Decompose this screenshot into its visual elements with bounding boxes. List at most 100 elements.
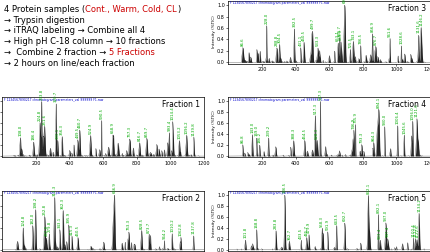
Text: 449.5: 449.5 bbox=[76, 127, 80, 138]
Text: 692.7: 692.7 bbox=[342, 210, 346, 221]
Text: 1053.2: 1053.2 bbox=[177, 125, 181, 139]
Text: 786.5: 786.5 bbox=[358, 33, 362, 44]
Text: 746.9: 746.9 bbox=[351, 117, 355, 129]
Text: 930.0: 930.0 bbox=[382, 114, 386, 125]
Text: →  Combine 2 fraction →: → Combine 2 fraction → bbox=[4, 48, 109, 57]
Text: 864.3: 864.3 bbox=[371, 130, 375, 141]
Text: → High pH C-18 column → 10 fractions: → High pH C-18 column → 10 fractions bbox=[4, 37, 165, 46]
Text: 816.7: 816.7 bbox=[137, 130, 141, 141]
Text: 362.7: 362.7 bbox=[287, 228, 291, 240]
Y-axis label: Intensity (%TIC): Intensity (%TIC) bbox=[211, 111, 215, 143]
Y-axis label: Intensity (%TIC): Intensity (%TIC) bbox=[211, 16, 215, 48]
Text: 903.4: 903.4 bbox=[378, 227, 381, 238]
Text: 320.7: 320.7 bbox=[54, 91, 58, 102]
Text: 591.9: 591.9 bbox=[325, 219, 329, 230]
Text: 1045.6: 1045.6 bbox=[401, 120, 405, 134]
Text: 336.5: 336.5 bbox=[282, 182, 286, 194]
Text: 873.7: 873.7 bbox=[147, 221, 151, 233]
Text: 169.0: 169.0 bbox=[254, 125, 258, 136]
Text: 757.3: 757.3 bbox=[127, 126, 131, 137]
Text: 1146.2: 1146.2 bbox=[418, 12, 422, 26]
Text: 388.3: 388.3 bbox=[291, 128, 295, 139]
Text: Cont., Warm, Cold, CL: Cont., Warm, Cold, CL bbox=[85, 5, 176, 14]
Text: 186.2: 186.2 bbox=[257, 132, 261, 143]
Text: 182.0: 182.0 bbox=[31, 213, 35, 224]
Text: 937.0: 937.0 bbox=[383, 210, 387, 221]
Text: F 1234567890217 chromatogram parameters_val 999999 F1.raw: F 1234567890217 chromatogram parameters_… bbox=[230, 191, 329, 195]
Text: 828.5: 828.5 bbox=[139, 218, 143, 229]
Text: 168.8: 168.8 bbox=[254, 217, 258, 228]
Text: 415.3: 415.3 bbox=[70, 224, 74, 235]
Text: 1062.8: 1062.8 bbox=[178, 222, 182, 236]
Text: 643.5: 643.5 bbox=[334, 213, 338, 224]
Text: 1139.8: 1139.8 bbox=[191, 122, 196, 136]
Text: 856.9: 856.9 bbox=[369, 21, 374, 32]
Text: 666.9: 666.9 bbox=[112, 182, 116, 194]
Text: F 1234567890217 chromatogram parameters_val 999999 F1.raw: F 1234567890217 chromatogram parameters_… bbox=[4, 191, 103, 195]
Text: 239.2: 239.2 bbox=[266, 125, 270, 136]
Text: 224.8: 224.8 bbox=[38, 110, 42, 121]
Text: 312.3: 312.3 bbox=[52, 184, 57, 196]
Text: 228.0: 228.0 bbox=[264, 13, 268, 24]
Text: 465.7: 465.7 bbox=[304, 225, 308, 236]
Text: 279.8: 279.8 bbox=[47, 221, 51, 232]
Text: Fraction 5: Fraction 5 bbox=[387, 194, 425, 203]
Text: 1006.4: 1006.4 bbox=[395, 110, 399, 124]
Text: 725.5: 725.5 bbox=[347, 37, 351, 48]
Text: 395.9: 395.9 bbox=[67, 212, 71, 223]
Text: 454.5: 454.5 bbox=[302, 128, 306, 139]
Text: 524.9: 524.9 bbox=[88, 123, 92, 134]
Text: → iTRAQ labeling → Combine all 4: → iTRAQ labeling → Combine all 4 bbox=[4, 26, 145, 35]
Text: 1014.4: 1014.4 bbox=[170, 106, 175, 120]
Text: 558.3: 558.3 bbox=[319, 215, 323, 227]
Text: 876.7: 876.7 bbox=[373, 34, 377, 45]
Text: 108.0: 108.0 bbox=[18, 125, 22, 136]
Text: 658.9: 658.9 bbox=[111, 122, 115, 133]
Text: 86.6: 86.6 bbox=[240, 37, 244, 46]
Text: 669.9: 669.9 bbox=[338, 29, 342, 40]
Text: 433.5: 433.5 bbox=[298, 228, 302, 239]
Text: 961.6: 961.6 bbox=[387, 26, 391, 37]
Text: 304.5: 304.5 bbox=[277, 32, 281, 43]
Text: F 1234567890217 chromatogram parameters_val 999999 F1.raw: F 1234567890217 chromatogram parameters_… bbox=[4, 98, 103, 102]
Text: 1096.0: 1096.0 bbox=[410, 106, 414, 120]
Text: 5 Fractions: 5 Fractions bbox=[109, 48, 154, 57]
Text: 859.7: 859.7 bbox=[144, 125, 148, 137]
Text: 450.5: 450.5 bbox=[301, 29, 305, 41]
Text: 753.3: 753.3 bbox=[126, 219, 131, 230]
Text: 499.7: 499.7 bbox=[310, 18, 313, 29]
Text: Fraction 3: Fraction 3 bbox=[387, 4, 425, 13]
Text: 251.6: 251.6 bbox=[43, 114, 46, 124]
Text: 653.1: 653.1 bbox=[335, 30, 339, 41]
Text: 755.9: 755.9 bbox=[353, 112, 356, 123]
Text: 964.2: 964.2 bbox=[162, 228, 166, 239]
Text: 1131.6: 1131.6 bbox=[416, 20, 420, 34]
Text: 1100.4: 1100.4 bbox=[410, 223, 415, 237]
Text: 124.8: 124.8 bbox=[21, 215, 25, 226]
Text: 892.1: 892.1 bbox=[375, 202, 379, 213]
Text: 343.1: 343.1 bbox=[58, 217, 62, 228]
Text: → Trypsin digestion: → Trypsin digestion bbox=[4, 16, 85, 25]
Text: → 2 hours on line/each fraction: → 2 hours on line/each fraction bbox=[4, 58, 135, 68]
Text: 1096.2: 1096.2 bbox=[184, 120, 188, 134]
Text: 460.7: 460.7 bbox=[77, 117, 81, 128]
Text: 86.8: 86.8 bbox=[240, 134, 244, 143]
Text: 283.8: 283.8 bbox=[273, 218, 277, 229]
Text: 356.3: 356.3 bbox=[60, 124, 64, 135]
Y-axis label: Intensity (%TIC): Intensity (%TIC) bbox=[211, 204, 215, 237]
Text: 198.2: 198.2 bbox=[34, 197, 37, 208]
Text: 661.7: 661.7 bbox=[337, 25, 341, 36]
Text: 101.8: 101.8 bbox=[243, 227, 247, 238]
Text: 186.4: 186.4 bbox=[31, 129, 35, 140]
Text: 233.8: 233.8 bbox=[40, 89, 43, 100]
Text: 479.9: 479.9 bbox=[306, 222, 310, 233]
Text: 1122.6: 1122.6 bbox=[414, 224, 418, 238]
Text: 4 Protein samples (: 4 Protein samples ( bbox=[4, 5, 85, 14]
Text: 832.1: 832.1 bbox=[366, 182, 369, 194]
Text: 528.3: 528.3 bbox=[314, 128, 318, 139]
Text: ): ) bbox=[176, 5, 180, 14]
Text: 590.5: 590.5 bbox=[99, 108, 103, 119]
Text: 947.4: 947.4 bbox=[385, 226, 389, 237]
Text: 692.1: 692.1 bbox=[342, 0, 346, 3]
Text: F 1234567890217 chromatogram parameters_val 999999 F1.raw: F 1234567890217 chromatogram parameters_… bbox=[230, 98, 329, 102]
